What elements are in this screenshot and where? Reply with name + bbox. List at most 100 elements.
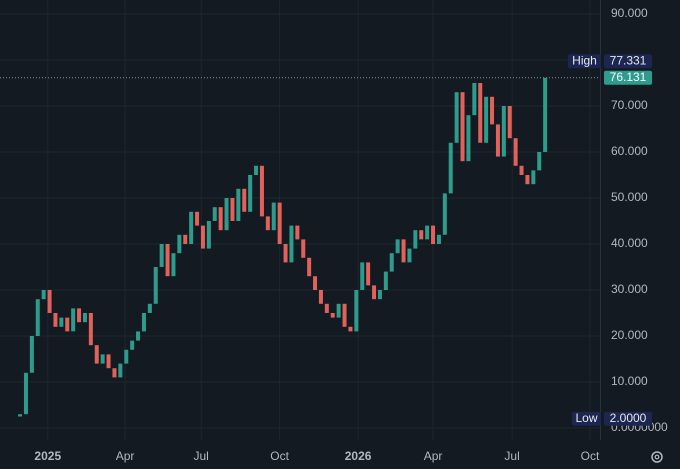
candle-body bbox=[183, 234, 188, 244]
candle-body bbox=[23, 372, 28, 415]
candle-body bbox=[519, 165, 524, 175]
candle-body bbox=[301, 239, 306, 258]
candle-body bbox=[490, 96, 495, 125]
candle-body bbox=[377, 289, 382, 300]
high-tag-label: High bbox=[572, 53, 597, 67]
candle-body bbox=[495, 124, 500, 157]
candle-body bbox=[513, 138, 518, 166]
candle-body bbox=[177, 234, 182, 254]
candle-body bbox=[236, 188, 241, 221]
y-tick-label: 20.000 bbox=[611, 328, 648, 342]
candle-body bbox=[53, 312, 58, 327]
candle-body bbox=[442, 193, 447, 235]
candle-body bbox=[407, 248, 412, 263]
candle-body bbox=[330, 312, 335, 318]
candle-body bbox=[537, 151, 542, 171]
y-tick-label: 60.000 bbox=[611, 144, 648, 158]
candle-body bbox=[307, 257, 312, 277]
x-tick-label: 2025 bbox=[34, 449, 61, 463]
candle-body bbox=[242, 188, 247, 212]
candle-body bbox=[454, 92, 459, 143]
x-tick-label: 2026 bbox=[345, 449, 372, 463]
candle-body bbox=[389, 253, 394, 272]
candle-body bbox=[401, 239, 406, 263]
candle-body bbox=[436, 234, 441, 244]
candle-body bbox=[248, 174, 253, 212]
x-tick-label: Jul bbox=[504, 449, 519, 463]
candle-body bbox=[507, 105, 512, 139]
candle-body bbox=[189, 211, 194, 244]
candle-body bbox=[165, 243, 170, 277]
high-badge bbox=[604, 54, 652, 69]
gear-hub[interactable] bbox=[654, 454, 660, 460]
candle-body bbox=[395, 239, 400, 254]
candle-body bbox=[59, 317, 64, 327]
candle-body bbox=[112, 368, 117, 378]
candle-body bbox=[159, 243, 164, 267]
candle-body bbox=[460, 92, 465, 162]
high-tag-box bbox=[568, 54, 601, 69]
candle-body bbox=[29, 335, 34, 373]
candle-body bbox=[118, 363, 123, 378]
candle-body bbox=[130, 340, 135, 350]
gear-icon[interactable] bbox=[651, 451, 663, 463]
candle-body bbox=[295, 225, 300, 240]
candle-body bbox=[283, 243, 288, 263]
candle-body bbox=[383, 271, 388, 290]
candle-body bbox=[195, 211, 200, 226]
candle-body bbox=[147, 303, 152, 313]
y-tick-label: 10.000 bbox=[611, 374, 648, 388]
candle-body bbox=[289, 225, 294, 263]
last-price-label: 76.131 bbox=[610, 70, 647, 84]
candle-body bbox=[153, 266, 158, 304]
candle-body bbox=[100, 354, 105, 364]
candle-body bbox=[366, 262, 371, 286]
high-value-label: 77.331 bbox=[610, 53, 647, 67]
low-badge bbox=[604, 411, 652, 426]
candle-body bbox=[271, 202, 276, 231]
candle-body bbox=[466, 115, 471, 162]
candle-body bbox=[419, 230, 424, 240]
y-tick-label: 70.000 bbox=[611, 98, 648, 112]
x-tick-label: Oct bbox=[581, 449, 600, 463]
low-tag-box bbox=[572, 411, 601, 426]
x-tick-label: Jul bbox=[194, 449, 209, 463]
candle-body bbox=[200, 225, 205, 249]
candle-body bbox=[472, 82, 477, 116]
candle-body bbox=[212, 207, 217, 221]
x-tick-label: Apr bbox=[424, 449, 443, 463]
candle-body bbox=[259, 165, 264, 217]
x-tick-label: Apr bbox=[116, 449, 135, 463]
candle-body bbox=[318, 289, 323, 304]
candle-body bbox=[254, 165, 259, 175]
candle-body bbox=[82, 312, 87, 323]
candle-body bbox=[218, 207, 223, 231]
candle-body bbox=[171, 253, 176, 277]
candle-body bbox=[354, 289, 359, 332]
y-tick-label: 50.000 bbox=[611, 190, 648, 204]
candle-body bbox=[35, 299, 40, 336]
candle-body bbox=[543, 77, 548, 152]
candle-body bbox=[206, 220, 211, 249]
candle-body bbox=[484, 96, 489, 143]
candle-body bbox=[277, 202, 282, 244]
candle-body bbox=[106, 354, 111, 369]
candle-body bbox=[531, 170, 536, 185]
candle-body bbox=[136, 331, 141, 341]
y-tick-label: 40.000 bbox=[611, 236, 648, 250]
candle-body bbox=[425, 225, 430, 240]
candle-body bbox=[71, 308, 76, 332]
candle-body bbox=[431, 225, 436, 244]
candle-body bbox=[478, 82, 483, 143]
candle-body bbox=[18, 414, 23, 417]
candle-body bbox=[313, 276, 318, 290]
low-value-label: 2.0000 bbox=[610, 411, 647, 425]
settings-button[interactable] bbox=[651, 451, 663, 463]
y-tick-label: 90.000 bbox=[611, 6, 648, 20]
candle-body bbox=[65, 317, 70, 332]
candle-body bbox=[342, 303, 347, 327]
candle-body bbox=[348, 326, 353, 332]
